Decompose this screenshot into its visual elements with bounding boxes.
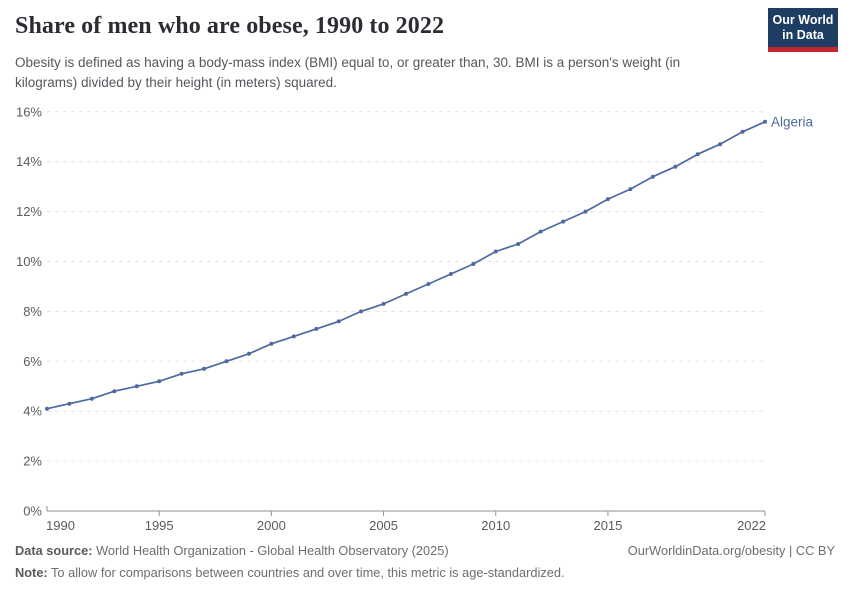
data-point-2020 [718, 142, 723, 147]
data-point-2018 [673, 164, 678, 169]
series-line-algeria [46, 120, 766, 410]
y-axis-label-14: 14% [16, 154, 42, 169]
x-axis-label-1990: 1990 [46, 518, 75, 533]
data-point-1991 [67, 401, 72, 406]
data-point-2011 [516, 242, 521, 246]
data-point-1999 [246, 351, 251, 356]
owid-logo[interactable]: Our World in Data [768, 8, 838, 52]
data-point-2008 [448, 272, 453, 276]
y-axis-label-10: 10% [16, 254, 42, 269]
chart-subtitle: Obesity is defined as having a body-mass… [15, 55, 681, 90]
y-axis-label-6: 6% [23, 354, 42, 369]
data-point-2005 [381, 301, 386, 306]
x-axis-label-1995: 1995 [145, 518, 174, 533]
chart-svg: 0% 2% 4% 6% 8% 10% 12% 14% 16% 1990 1995 2000 2005 20… [16, 104, 814, 533]
data-point-1993 [112, 389, 117, 394]
y-axis-label-4: 4% [23, 404, 42, 419]
series-end-label: Algeria [771, 114, 814, 129]
data-source-line: Data source: World Health Organization -… [15, 540, 449, 562]
data-point-2001 [291, 334, 296, 339]
owid-logo-line1: Our World [772, 12, 834, 27]
data-point-1990 [45, 406, 49, 411]
x-axis-label-2015: 2015 [593, 518, 622, 533]
owid-logo-line2: in Data [782, 27, 824, 42]
data-point-1992 [89, 396, 94, 401]
y-axis-label-12: 12% [16, 204, 42, 219]
data-point-2013 [561, 219, 566, 224]
data-source-text: World Health Organization - Global Healt… [92, 543, 449, 558]
data-point-1997 [202, 366, 207, 371]
data-point-2022 [763, 119, 767, 124]
data-point-2010 [493, 249, 498, 254]
x-axis-label-2005: 2005 [369, 518, 398, 533]
data-point-2006 [404, 291, 408, 296]
y-axis-label-8: 8% [23, 304, 42, 319]
data-point-1996 [179, 371, 184, 376]
chart-footer: Data source: World Health Organization -… [15, 540, 835, 584]
data-point-1998 [224, 359, 229, 364]
data-point-2021 [740, 129, 745, 134]
line-chart: 0% 2% 4% 6% 8% 10% 12% 14% 16% 1990 1995 2000 2005 20… [0, 95, 850, 540]
data-source-label: Data source: [15, 543, 93, 558]
data-point-1994 [134, 384, 139, 389]
chart-title: Share of men who are obese, 1990 to 2022 [15, 13, 445, 39]
data-point-2004 [359, 309, 364, 314]
data-point-2007 [426, 282, 431, 286]
y-axis-label-0: 0% [23, 504, 42, 519]
data-point-2000 [269, 341, 274, 346]
note-text: To allow for comparisons between countri… [47, 565, 565, 580]
data-point-2014 [583, 209, 588, 214]
data-point-2003 [336, 319, 341, 324]
data-point-2009 [471, 262, 476, 266]
data-point-2002 [314, 326, 319, 331]
data-point-2012 [538, 229, 543, 234]
x-axis-label-2010: 2010 [481, 518, 510, 533]
data-point-2019 [695, 152, 700, 157]
data-point-2017 [650, 174, 655, 179]
data-point-1995 [157, 379, 162, 384]
data-point-2016 [628, 187, 633, 192]
note-label: Note: [15, 565, 48, 580]
y-axis-label-2: 2% [23, 454, 42, 469]
y-axis-label-16: 16% [16, 104, 42, 119]
x-axis-label-2022: 2022 [737, 518, 766, 533]
data-point-2015 [605, 197, 610, 202]
x-axis-label-2000: 2000 [257, 518, 286, 533]
license-link[interactable]: OurWorldinData.org/obesity | CC BY [627, 543, 835, 558]
